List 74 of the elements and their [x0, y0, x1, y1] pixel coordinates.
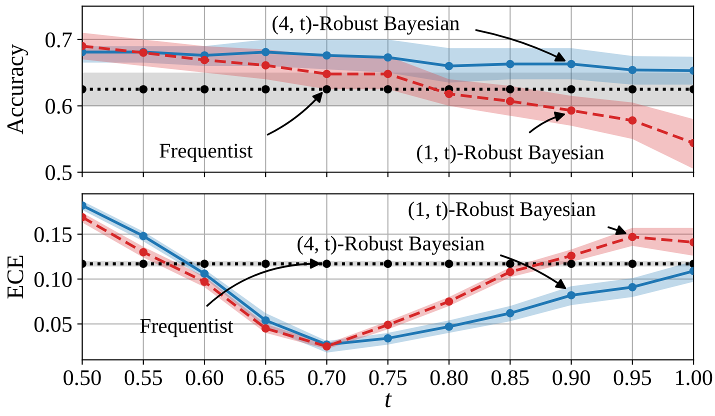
point — [506, 60, 514, 68]
point — [567, 60, 576, 68]
point — [139, 260, 148, 268]
annotation: (4, t)-Robust Bayesian — [272, 16, 460, 35]
point — [139, 232, 148, 240]
point — [628, 85, 637, 94]
y-tick-label: 0.15 — [34, 227, 72, 242]
x-axis-title: t — [386, 392, 392, 408]
point — [567, 252, 576, 260]
x-tick-label: 0.75 — [369, 370, 406, 386]
point — [444, 297, 454, 306]
point — [261, 316, 270, 325]
point — [322, 70, 331, 78]
x-tick-label: 0.95 — [614, 370, 651, 386]
point — [261, 324, 270, 333]
point — [261, 85, 270, 94]
annotation: (1, t)-Robust Bayesian — [408, 202, 596, 220]
y-tick-label: 0.6 — [46, 98, 72, 114]
point — [628, 116, 637, 125]
annotation: Frequentist — [140, 318, 234, 338]
x-tick-label: 0.80 — [430, 370, 468, 386]
point — [506, 260, 514, 268]
point — [200, 85, 209, 94]
point — [628, 282, 637, 292]
point — [261, 61, 270, 70]
point — [200, 56, 209, 64]
point — [384, 320, 392, 330]
point — [322, 85, 331, 94]
y-axis-title: Accuracy — [7, 44, 28, 134]
point — [384, 260, 392, 268]
point — [444, 90, 454, 98]
y-tick-label: 0.5 — [46, 165, 72, 180]
y-tick-label: 0.7 — [46, 32, 72, 48]
x-tick-label: 0.90 — [552, 370, 590, 386]
point — [200, 278, 209, 286]
x-tick-label: 0.50 — [64, 370, 101, 386]
annotation: (4, t)-Robust Bayesian — [298, 236, 484, 255]
y-axis-title: ECE — [7, 256, 24, 298]
point — [139, 85, 148, 94]
point — [628, 232, 637, 242]
point — [506, 85, 514, 94]
x-tick-label: 0.70 — [308, 370, 346, 386]
point — [567, 106, 576, 115]
point — [506, 309, 514, 318]
y-tick-label: 0.05 — [34, 316, 72, 332]
point — [567, 291, 576, 300]
point — [567, 85, 576, 94]
point — [506, 97, 514, 106]
point — [567, 260, 576, 268]
point — [200, 270, 209, 278]
x-tick-label: 0.55 — [124, 370, 162, 386]
annotation: (1, t)-Robust Bayesian — [417, 144, 604, 164]
point — [384, 334, 392, 342]
point — [444, 322, 454, 331]
point — [384, 70, 392, 78]
point — [261, 260, 270, 268]
point — [261, 48, 270, 56]
point — [444, 260, 454, 268]
point — [384, 53, 392, 62]
annotation: Frequentist — [160, 144, 253, 162]
point — [506, 268, 514, 276]
point — [322, 260, 331, 268]
point — [384, 85, 392, 94]
y-tick-label: 0.10 — [34, 272, 72, 288]
x-tick-label: 0.60 — [186, 370, 224, 386]
x-tick-label: 1.00 — [676, 370, 712, 386]
point — [322, 51, 331, 60]
point — [444, 62, 454, 70]
x-tick-label: 0.85 — [492, 370, 529, 386]
point — [628, 260, 637, 268]
point — [628, 66, 637, 74]
x-tick-label: 0.65 — [247, 370, 284, 386]
point — [200, 260, 209, 268]
point — [139, 248, 148, 256]
